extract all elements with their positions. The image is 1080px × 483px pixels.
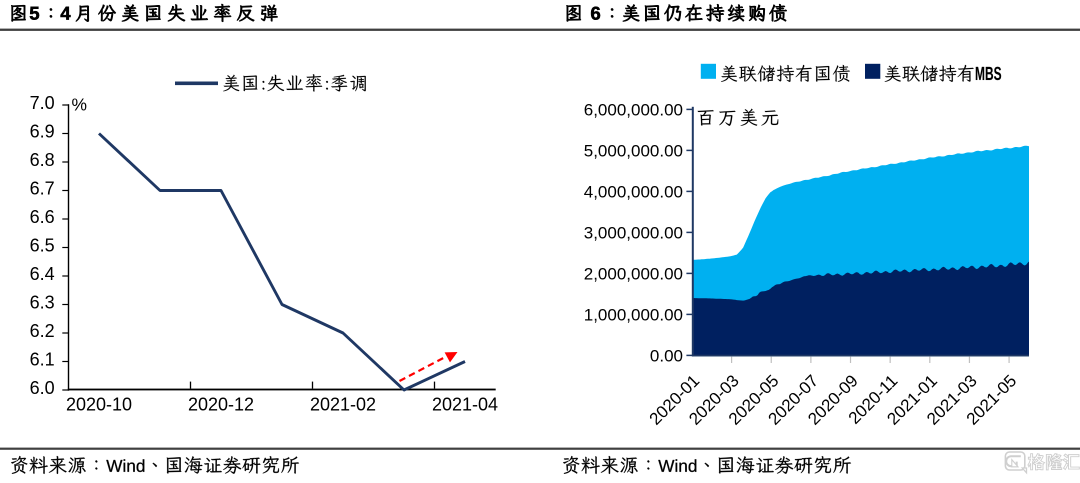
svg-text:6.9: 6.9 — [30, 121, 55, 141]
svg-text:5,000,000.00: 5,000,000.00 — [584, 141, 683, 160]
svg-text:%: % — [72, 95, 87, 115]
svg-text:2,000,000.00: 2,000,000.00 — [584, 264, 683, 283]
svg-text:6.0: 6.0 — [30, 378, 55, 398]
svg-text:2021-02: 2021-02 — [310, 394, 376, 414]
svg-text:6.4: 6.4 — [30, 264, 55, 284]
svg-text:1,000,000.00: 1,000,000.00 — [584, 305, 683, 324]
svg-text:6.3: 6.3 — [30, 292, 55, 312]
svg-text:2021-04: 2021-04 — [432, 394, 498, 414]
svg-text:2020-12: 2020-12 — [188, 394, 254, 414]
svg-text:6.7: 6.7 — [30, 178, 55, 198]
svg-text:4,000,000.00: 4,000,000.00 — [584, 182, 683, 201]
svg-text:6.2: 6.2 — [30, 321, 55, 341]
svg-text:6.6: 6.6 — [30, 207, 55, 227]
svg-text:3,000,000.00: 3,000,000.00 — [584, 223, 683, 242]
svg-text:6.5: 6.5 — [30, 235, 55, 255]
svg-text:7.0: 7.0 — [30, 93, 55, 113]
svg-text:6,000,000.00: 6,000,000.00 — [584, 100, 683, 119]
svg-text:0.00: 0.00 — [650, 346, 683, 365]
svg-text:2020-10: 2020-10 — [66, 394, 132, 414]
svg-text:6.1: 6.1 — [30, 349, 55, 369]
svg-text:6.8: 6.8 — [30, 150, 55, 170]
